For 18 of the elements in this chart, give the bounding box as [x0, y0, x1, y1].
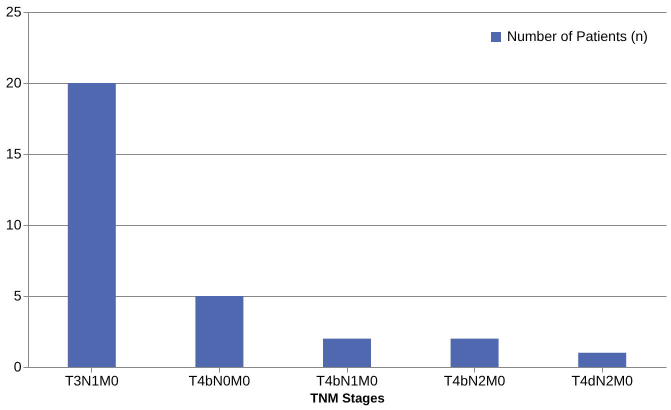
legend-label: Number of Patients (n): [507, 28, 648, 44]
x-tick-label: T3N1M0: [64, 372, 119, 388]
bar: [450, 338, 499, 367]
bar: [323, 338, 371, 367]
y-tick-label: 25: [6, 4, 22, 20]
y-tick-label: 20: [6, 74, 22, 90]
bar: [68, 83, 116, 367]
x-axis-title: TNM Stages: [310, 390, 385, 406]
bar: [578, 352, 626, 367]
x-tick-label: T4dN2M0: [571, 372, 634, 388]
y-tick-label: 5: [14, 288, 22, 304]
y-tick-label: 15: [6, 146, 22, 162]
x-tick-label: T4bN0M0: [188, 372, 250, 388]
x-tick-label: T4bN1M0: [316, 372, 378, 388]
bar: [195, 296, 244, 367]
y-tick-label: 0: [14, 358, 22, 374]
y-tick-label: 10: [6, 216, 22, 232]
x-tick-label: T4bN2M0: [444, 372, 506, 388]
